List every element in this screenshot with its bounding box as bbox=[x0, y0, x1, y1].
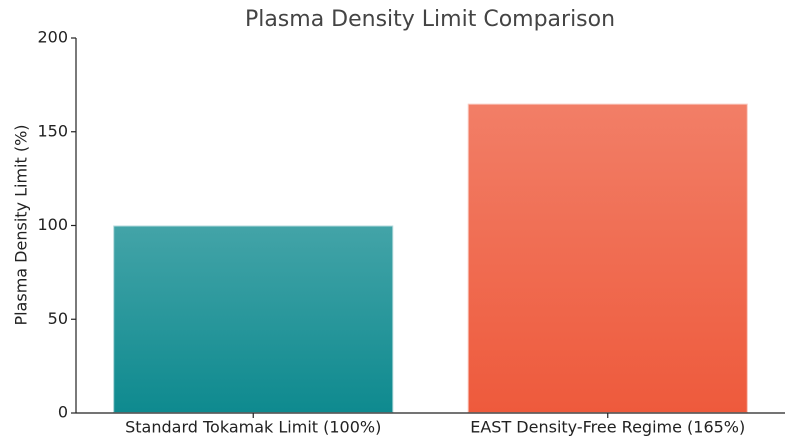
y-tick-label: 200 bbox=[37, 28, 68, 47]
y-tick-label: 150 bbox=[37, 121, 68, 140]
y-axis-label: Plasma Density Limit (%) bbox=[12, 124, 31, 325]
chart-title: Plasma Density Limit Comparison bbox=[245, 7, 615, 32]
y-tick-label: 50 bbox=[48, 309, 68, 328]
bar bbox=[466, 102, 749, 414]
y-tick-label: 0 bbox=[58, 403, 68, 422]
y-tick-label: 100 bbox=[37, 215, 68, 234]
x-tick-label: Standard Tokamak Limit (100%) bbox=[125, 418, 381, 437]
bar bbox=[112, 224, 395, 414]
x-tick-label: EAST Density-Free Regime (165%) bbox=[470, 418, 745, 437]
